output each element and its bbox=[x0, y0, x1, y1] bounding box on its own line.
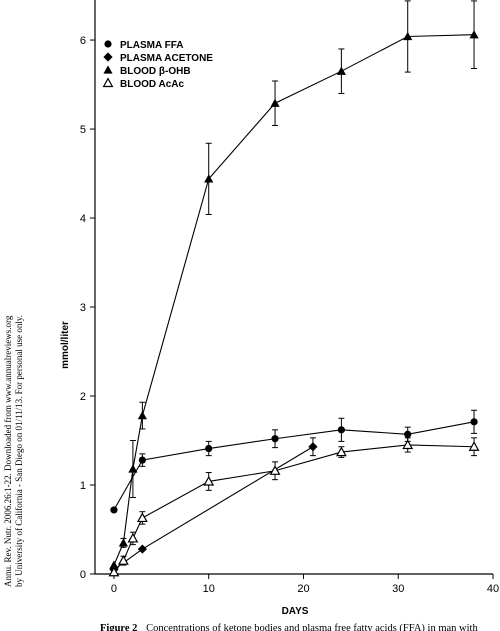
data-point bbox=[128, 464, 138, 473]
y-tick-label: 4 bbox=[80, 213, 86, 225]
data-point bbox=[127, 532, 139, 543]
data-point bbox=[137, 544, 147, 554]
data-point bbox=[110, 506, 118, 514]
data-point bbox=[270, 98, 280, 107]
plot-axes: 0 1 2 3 4 5 6 0 10 20 30 40 bbox=[80, 0, 499, 595]
x-tick-label: 20 bbox=[297, 583, 309, 595]
data-point bbox=[403, 31, 413, 41]
legend-label: BLOOD β-OHB bbox=[120, 66, 191, 77]
x-tick-label: 40 bbox=[487, 583, 499, 595]
legend-marker bbox=[103, 52, 113, 62]
y-tick-label: 1 bbox=[80, 480, 86, 492]
data-point bbox=[109, 560, 119, 569]
data-point bbox=[337, 426, 345, 434]
data-point bbox=[469, 30, 479, 39]
series-plasma-ffa bbox=[110, 409, 478, 514]
x-tick-label: 0 bbox=[111, 583, 117, 595]
data-point bbox=[402, 439, 414, 450]
data-point bbox=[205, 444, 213, 453]
data-point bbox=[404, 430, 412, 438]
data-point bbox=[138, 456, 146, 464]
legend-label: BLOOD AcAc bbox=[120, 79, 185, 90]
side-note-line-2: by University of California - San Diego … bbox=[14, 315, 24, 587]
y-tick-label: 0 bbox=[80, 569, 86, 581]
caption-label: Figure 2 bbox=[100, 623, 137, 631]
data-point bbox=[269, 465, 281, 475]
x-axis-label: DAYS bbox=[282, 606, 309, 617]
y-tick-label: 2 bbox=[80, 391, 86, 403]
data-point bbox=[468, 441, 480, 451]
data-point bbox=[118, 555, 129, 565]
side-note: Annu. Rev. Nutr. 2006.26:1-22. Downloade… bbox=[3, 315, 24, 587]
legend-label: PLASMA FFA bbox=[120, 40, 184, 51]
data-point bbox=[203, 475, 215, 486]
legend-marker bbox=[103, 65, 113, 74]
plot-series bbox=[108, 0, 480, 577]
data-point bbox=[335, 446, 347, 457]
y-tick-label: 6 bbox=[80, 35, 86, 47]
figure-caption: Figure 2 Concentrations of ketone bodies… bbox=[100, 623, 478, 631]
y-tick-label: 3 bbox=[80, 302, 86, 314]
series-blood-ohb bbox=[109, 0, 479, 569]
side-note-line-1: Annu. Rev. Nutr. 2006.26:1-22. Downloade… bbox=[3, 315, 13, 587]
data-point bbox=[137, 410, 147, 420]
legend: PLASMA FFA PLASMA ACETONE BLOOD β-OHB BLOOD… bbox=[102, 40, 213, 90]
data-point bbox=[108, 566, 120, 577]
data-point bbox=[308, 442, 318, 452]
series-line bbox=[113, 444, 475, 573]
data-point bbox=[118, 538, 129, 547]
x-tick-label: 30 bbox=[392, 583, 404, 595]
y-axis-label: mmol/liter bbox=[60, 321, 71, 369]
data-point bbox=[136, 512, 148, 523]
data-point bbox=[204, 174, 214, 183]
data-point bbox=[470, 418, 478, 426]
data-point bbox=[271, 435, 279, 443]
series-blood-acac bbox=[108, 437, 480, 577]
y-tick-label: 5 bbox=[80, 124, 86, 136]
x-tick-label: 10 bbox=[203, 583, 215, 595]
data-point bbox=[336, 66, 346, 75]
legend-label: PLASMA ACETONE bbox=[120, 53, 213, 64]
series-line bbox=[113, 34, 475, 566]
legend-marker bbox=[102, 77, 114, 88]
caption-text: Concentrations of ketone bodies and plas… bbox=[146, 623, 478, 631]
legend-marker bbox=[104, 40, 112, 48]
